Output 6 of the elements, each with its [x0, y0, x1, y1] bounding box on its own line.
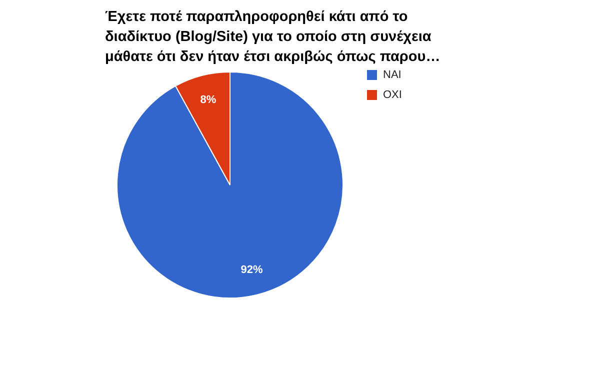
chart-title: Έχετε ποτέ παραπληροφορηθεί κάτι από το διαδίκτυο (Blog/Site) για το οποίο στη συνέχεια μάθατε ότι δεν ήταν έτσι ακριβώς όπως παρου… [105, 9, 440, 65]
data-label: 8% [200, 94, 216, 106]
legend-label: OXI [383, 89, 402, 101]
data-label: 92% [240, 264, 263, 276]
legend-label: NAI [383, 69, 402, 81]
pie-slice [116, 72, 344, 298]
